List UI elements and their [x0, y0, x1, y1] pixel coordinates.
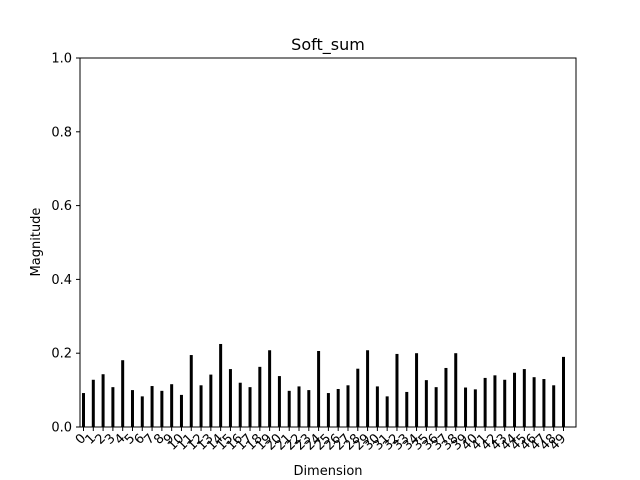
bar-26 [336, 388, 340, 427]
bar-18 [258, 366, 262, 427]
bar-14 [219, 343, 223, 427]
bar-3 [111, 387, 115, 427]
bar-46 [532, 377, 536, 427]
bar-42 [493, 375, 497, 427]
bar-39 [464, 387, 468, 427]
bar-6 [140, 396, 144, 427]
bar-36 [434, 387, 438, 427]
bar-7 [150, 386, 154, 427]
bar-23 [307, 390, 311, 427]
bar-33 [405, 391, 409, 427]
bar-37 [444, 367, 448, 427]
bar-29 [366, 350, 370, 427]
bar-43 [503, 379, 507, 427]
bar-13 [209, 374, 213, 427]
bar-9 [170, 384, 174, 427]
bar-22 [297, 386, 301, 427]
bar-0 [82, 393, 85, 427]
bar-1 [91, 379, 95, 427]
bar-11 [189, 355, 193, 427]
y-tick-label: 1.0 [51, 52, 72, 67]
bar-41 [483, 377, 487, 427]
bar-30 [375, 386, 379, 427]
y-tick-label: 0.2 [51, 347, 72, 362]
bar-2 [101, 374, 105, 427]
bar-10 [179, 394, 183, 427]
y-tick-label: 0.0 [51, 421, 72, 436]
bar-21 [287, 390, 291, 427]
bar-16 [238, 382, 242, 427]
bar-24 [317, 350, 321, 427]
bar-15 [228, 369, 232, 427]
bar-8 [160, 390, 164, 427]
x-axis-label: Dimension [293, 464, 362, 479]
y-axis: 0.0 0.2 0.4 0.6 0.8 1.0 [51, 52, 80, 436]
bar-12 [199, 385, 203, 427]
y-tick-label: 0.8 [51, 125, 72, 140]
bar-47 [542, 379, 546, 427]
plot-frame [79, 57, 577, 428]
bar-44 [513, 372, 517, 427]
bar-19 [268, 350, 272, 427]
bar-25 [326, 393, 330, 427]
bar-49 [562, 356, 565, 427]
bar-17 [248, 387, 252, 427]
bar-45 [522, 369, 526, 427]
bar-20 [277, 376, 281, 427]
bar-32 [395, 353, 399, 427]
bars-group [82, 343, 565, 427]
y-tick-label: 0.6 [51, 199, 72, 214]
bar-38 [454, 353, 458, 427]
bar-48 [552, 385, 556, 427]
y-axis-label: Magnitude [29, 208, 44, 277]
bar-35 [424, 380, 428, 427]
bar-4 [121, 360, 125, 427]
bar-27 [346, 385, 350, 427]
x-axis: 0123456789101112131415161718192021222324… [73, 427, 569, 454]
chart-title: Soft_sum [291, 35, 365, 55]
bar-34 [415, 353, 419, 427]
bar-31 [385, 396, 389, 427]
bar-28 [356, 368, 360, 427]
y-tick-label: 0.4 [51, 273, 72, 288]
bar-5 [130, 390, 134, 427]
bar-40 [473, 389, 477, 427]
